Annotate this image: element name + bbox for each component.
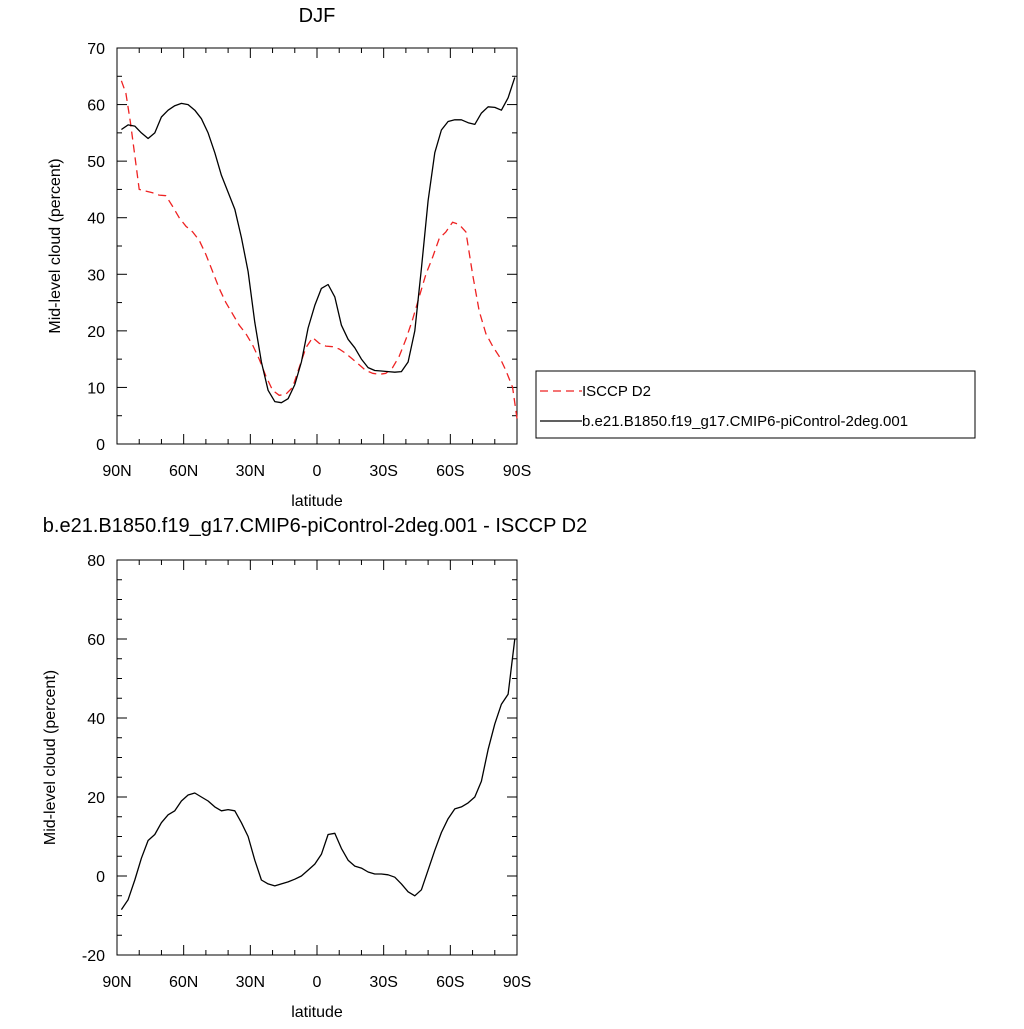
- chart-title: b.e21.B1850.f19_g17.CMIP6-piControl-2deg…: [43, 515, 587, 537]
- x-tick-label: 30S: [369, 974, 397, 991]
- x-tick-label: 60N: [169, 974, 198, 991]
- series-line-1: [121, 77, 516, 404]
- x-tick-label: 90S: [503, 463, 531, 480]
- y-tick-label: 0: [96, 869, 105, 886]
- y-tick-label: -20: [82, 948, 105, 965]
- plot-frame: [116, 47, 518, 445]
- panel-bottom: b.e21.B1850.f19_g17.CMIP6-piControl-2deg…: [42, 515, 587, 1021]
- x-tick-label: 60N: [169, 463, 198, 480]
- x-tick-label: 60S: [436, 463, 464, 480]
- y-tick-label: 60: [87, 98, 105, 115]
- y-tick-label: 30: [87, 267, 105, 284]
- y-tick-label: 40: [87, 711, 105, 728]
- legend-box: [535, 370, 976, 439]
- x-tick-label: 90N: [102, 463, 131, 480]
- x-axis-label: latitude: [291, 1004, 343, 1021]
- y-axis-label: Mid-level cloud (percent): [42, 670, 59, 845]
- plot-frame: [116, 559, 518, 956]
- x-tick-label: 60S: [436, 974, 464, 991]
- y-tick-label: 40: [87, 211, 105, 228]
- y-tick-label: 60: [87, 632, 105, 649]
- y-tick-label: 10: [87, 380, 105, 397]
- x-tick-label: 90S: [503, 974, 531, 991]
- legend: ISCCP D2 b.e21.B1850.f19_g17.CMIP6-piCont…: [535, 370, 976, 439]
- x-tick-label: 30S: [369, 463, 397, 480]
- x-tick-label: 0: [313, 463, 322, 480]
- x-tick-label: 90N: [102, 974, 131, 991]
- x-axis-label: latitude: [291, 493, 343, 510]
- y-axis-label: Mid-level cloud (percent): [47, 158, 64, 333]
- chart-title: DJF: [299, 5, 336, 27]
- y-tick-label: 20: [87, 324, 105, 341]
- y-tick-label: 80: [87, 553, 105, 570]
- x-tick-label: 30N: [236, 463, 265, 480]
- legend-entry-0: ISCCP D2: [582, 383, 651, 400]
- series-line-0: [120, 638, 516, 910]
- legend-entry-1: b.e21.B1850.f19_g17.CMIP6-piControl-2deg…: [582, 413, 908, 430]
- series-line-0: [120, 80, 518, 419]
- panel-top: DJF 0 10 20 30 40 50 60 70 90N 60N 30N 0 30S 60S 90S lat…: [47, 5, 531, 510]
- x-tick-label: 30N: [236, 974, 265, 991]
- y-tick-label: 20: [87, 790, 105, 807]
- x-tick-label: 0: [313, 974, 322, 991]
- y-tick-label: 0: [96, 437, 105, 454]
- y-tick-label: 50: [87, 154, 105, 171]
- y-tick-label: 70: [87, 41, 105, 58]
